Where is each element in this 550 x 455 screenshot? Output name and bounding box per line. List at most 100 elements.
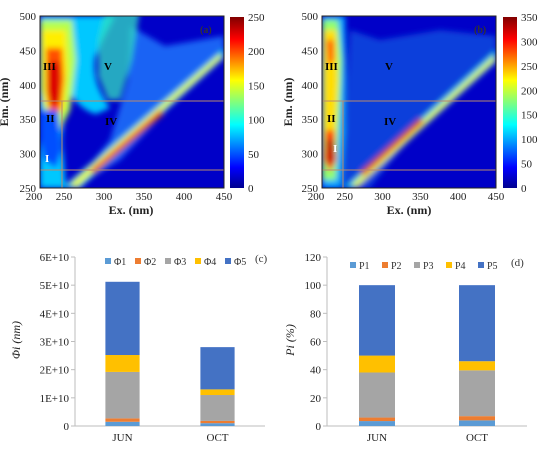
legend-label: Φ2 bbox=[144, 257, 156, 268]
bar-segment-1 bbox=[200, 423, 235, 426]
eem-panel-oct: III II I IV V (b) 200 250 300 350 400 4502503… bbox=[281, 11, 538, 217]
x-tick-label: 450 bbox=[488, 191, 505, 203]
colorbar-tick-label: 150 bbox=[248, 80, 265, 92]
colorbar-tick-label: 150 bbox=[521, 110, 538, 122]
y-tick-label: 80 bbox=[310, 308, 322, 320]
y-tick-label: 6E+10 bbox=[40, 252, 70, 264]
colorbar-ticks: 0 50 100 150 200 250 300 350 bbox=[521, 12, 538, 195]
y-tick-label: 300 bbox=[20, 149, 37, 161]
region-label-iii: III bbox=[325, 61, 338, 73]
legend-swatch bbox=[105, 258, 111, 264]
y-axis-title: Em. (nm) bbox=[0, 78, 11, 127]
legend-label: Φ3 bbox=[174, 257, 186, 268]
legend-swatch bbox=[350, 262, 356, 268]
y-tick-label: 250 bbox=[302, 183, 319, 195]
bar-segment-4 bbox=[200, 389, 235, 396]
colorbar-tick-label: 100 bbox=[521, 134, 538, 146]
region-label-ii: II bbox=[327, 113, 336, 125]
region-label-v: V bbox=[104, 61, 112, 73]
legend-label: P5 bbox=[487, 261, 498, 272]
y-tick-label: 5E+10 bbox=[40, 280, 70, 292]
x-tick-label: OCT bbox=[207, 432, 229, 444]
bar-segment-2 bbox=[200, 420, 235, 424]
legend-label: P3 bbox=[423, 261, 434, 272]
legend-swatch bbox=[195, 258, 201, 264]
x-tick-label: 350 bbox=[412, 191, 429, 203]
bar-segment-3 bbox=[105, 371, 140, 419]
colorbar-ticks: 0 50 100 150 200 250 bbox=[248, 12, 265, 195]
legend-label: Φ4 bbox=[204, 257, 216, 268]
colorbar-tick-label: 300 bbox=[521, 36, 538, 48]
y-tick-label: 1E+10 bbox=[40, 393, 70, 405]
y-tick-label: 450 bbox=[302, 45, 319, 57]
panel-label-a: (a) bbox=[200, 25, 212, 36]
colorbar-tick-label: 50 bbox=[248, 149, 260, 161]
legend-label: Φ1 bbox=[114, 257, 126, 268]
panel-label-d: (d) bbox=[511, 257, 524, 269]
y-tick-label: 20 bbox=[310, 393, 322, 405]
y-tick-label: 0 bbox=[64, 421, 70, 433]
colorbar bbox=[230, 17, 244, 188]
legend-label: P2 bbox=[391, 261, 402, 272]
y-tick-label: 250 bbox=[20, 183, 37, 195]
x-tick-label: 350 bbox=[136, 191, 153, 203]
y-tick-label: 120 bbox=[305, 252, 322, 264]
plot-area: 0 1E+10 2E+10 3E+10 4E+10 5E+10 6E+10 JUN OCT bbox=[40, 252, 265, 444]
y-tick-label: 60 bbox=[310, 337, 322, 349]
bar-segment-5 bbox=[459, 285, 495, 362]
y-tick-label: 400 bbox=[20, 80, 37, 92]
legend-label: P4 bbox=[455, 261, 466, 272]
bar-segment-4 bbox=[105, 355, 140, 372]
x-tick-label: OCT bbox=[466, 432, 488, 444]
x-tick-label: 300 bbox=[374, 191, 391, 203]
y-tick-label: 40 bbox=[310, 365, 322, 377]
y-tick-label: 300 bbox=[302, 149, 319, 161]
y-tick-label: 450 bbox=[20, 45, 37, 57]
legend-swatch bbox=[135, 258, 141, 264]
x-tick-label: 200 bbox=[308, 191, 325, 203]
bar-segment-5 bbox=[105, 281, 140, 356]
heatmap-contours bbox=[40, 16, 224, 188]
region-label-iv: IV bbox=[384, 116, 396, 128]
y-tick-label: 500 bbox=[20, 11, 37, 23]
bar-segment-2 bbox=[459, 416, 495, 421]
bar-segment-5 bbox=[359, 285, 395, 356]
colorbar-tick-label: 50 bbox=[521, 159, 533, 171]
legend-swatch bbox=[165, 258, 171, 264]
y-tick-label: 400 bbox=[302, 80, 319, 92]
y-axis-title: Pi (%) bbox=[283, 324, 297, 357]
bar-segment-4 bbox=[459, 361, 495, 371]
legend: P1 P2 P3 P4 P5 bbox=[350, 261, 498, 272]
x-tick-label: 450 bbox=[216, 191, 233, 203]
legend-swatch bbox=[414, 262, 420, 268]
y-axis-title: Em. (nm) bbox=[281, 78, 295, 127]
region-label-i: I bbox=[45, 153, 49, 165]
x-axis-title: Ex. (nm) bbox=[109, 203, 154, 217]
colorbar-tick-label: 250 bbox=[521, 61, 538, 73]
colorbar-tick-label: 200 bbox=[521, 85, 538, 97]
colorbar-tick-label: 200 bbox=[248, 46, 265, 58]
colorbar-tick-label: 250 bbox=[248, 12, 265, 24]
colorbar-tick-label: 0 bbox=[521, 183, 527, 195]
region-label-iii: III bbox=[43, 61, 56, 73]
legend-label: P1 bbox=[359, 261, 370, 272]
bar-segment-3 bbox=[359, 372, 395, 418]
legend-swatch bbox=[478, 262, 484, 268]
bar-segment-2 bbox=[359, 417, 395, 422]
y-tick-label: 3E+10 bbox=[40, 337, 70, 349]
x-tick-label: JUN bbox=[367, 432, 387, 444]
heatmap-contours bbox=[322, 16, 496, 188]
x-axis-title: Ex. (nm) bbox=[387, 203, 432, 217]
region-label-i: I bbox=[333, 143, 337, 155]
y-axis-title: Φi (nm) bbox=[9, 321, 23, 359]
colorbar bbox=[503, 17, 517, 188]
colorbar-tick-label: 100 bbox=[248, 115, 265, 127]
stacked-bar-chart-c: Φ1 Φ2 Φ3 Φ4 Φ5 (c) Φi (nm) 0 1E+10 2E+10 3E+10 4… bbox=[9, 252, 268, 444]
x-tick-label: JUN bbox=[112, 432, 132, 444]
y-tick-label: 4E+10 bbox=[40, 308, 70, 320]
x-tick-label: 200 bbox=[26, 191, 43, 203]
region-label-v: V bbox=[385, 61, 393, 73]
